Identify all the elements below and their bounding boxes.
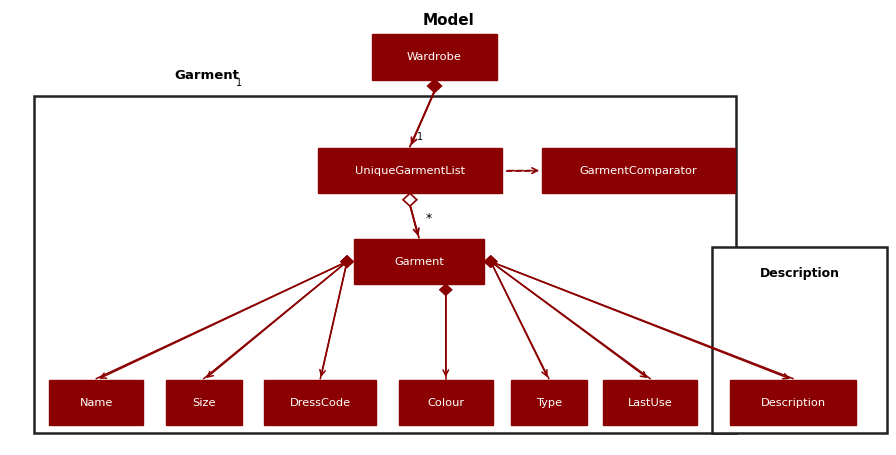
Text: Colour: Colour xyxy=(427,398,464,408)
Text: Wardrobe: Wardrobe xyxy=(407,52,462,62)
Polygon shape xyxy=(485,256,496,267)
FancyBboxPatch shape xyxy=(399,380,493,425)
Text: *: * xyxy=(426,212,432,225)
Text: Garment: Garment xyxy=(175,69,239,81)
FancyBboxPatch shape xyxy=(318,148,502,193)
FancyBboxPatch shape xyxy=(730,380,856,425)
FancyBboxPatch shape xyxy=(264,380,376,425)
Polygon shape xyxy=(403,193,417,206)
Text: DressCode: DressCode xyxy=(289,398,351,408)
FancyBboxPatch shape xyxy=(511,380,587,425)
Text: UniqueGarmentList: UniqueGarmentList xyxy=(355,166,465,176)
Polygon shape xyxy=(341,256,353,267)
Text: Model: Model xyxy=(422,13,474,28)
FancyBboxPatch shape xyxy=(542,148,735,193)
FancyBboxPatch shape xyxy=(372,34,497,80)
Text: GarmentComparator: GarmentComparator xyxy=(580,166,697,176)
FancyBboxPatch shape xyxy=(166,380,242,425)
Text: 1: 1 xyxy=(236,78,242,88)
Polygon shape xyxy=(485,256,496,267)
Text: Type: Type xyxy=(536,398,562,408)
FancyBboxPatch shape xyxy=(603,380,697,425)
Text: Size: Size xyxy=(192,398,216,408)
Polygon shape xyxy=(440,284,452,295)
Bar xyxy=(34,96,736,433)
Polygon shape xyxy=(341,256,353,267)
Text: Description: Description xyxy=(760,268,840,280)
Text: Name: Name xyxy=(80,398,113,408)
Polygon shape xyxy=(341,256,353,267)
Text: LastUse: LastUse xyxy=(628,398,672,408)
Polygon shape xyxy=(485,256,496,267)
Text: Garment: Garment xyxy=(394,257,444,267)
FancyBboxPatch shape xyxy=(354,239,484,284)
Bar xyxy=(712,247,887,433)
FancyBboxPatch shape xyxy=(49,380,143,425)
Text: 1: 1 xyxy=(418,131,423,142)
Polygon shape xyxy=(427,80,442,92)
Text: Description: Description xyxy=(761,398,825,408)
